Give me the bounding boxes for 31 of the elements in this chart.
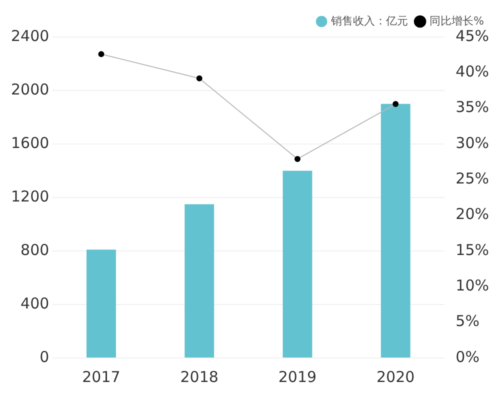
- point: [196, 75, 202, 82]
- point: [294, 156, 300, 162]
- bar: [184, 204, 214, 358]
- y-tick-label: 400: [20, 294, 50, 312]
- legend-label: 同比增长%: [430, 14, 484, 28]
- point: [98, 51, 104, 58]
- y-tick-label: 2000: [10, 80, 50, 98]
- y-tick-label: 1600: [10, 134, 50, 152]
- y2-tick-label: 20%: [456, 205, 490, 224]
- bar: [380, 104, 410, 358]
- legend-label: 销售收入：亿元: [330, 14, 408, 28]
- y2-tick-label: 45%: [456, 26, 490, 45]
- y2-tick-label: 30%: [456, 134, 490, 152]
- bar: [86, 250, 116, 358]
- y2-tick-label: 10%: [456, 276, 490, 295]
- y-tick-label: 1200: [10, 187, 50, 206]
- y2-tick-label: 40%: [456, 62, 490, 81]
- y-tick-label: 800: [20, 240, 50, 259]
- x-tick-label: 2020: [376, 368, 415, 386]
- y2-tick-label: 5%: [456, 312, 480, 330]
- bar: [282, 170, 312, 358]
- x-tick-label: 2017: [82, 368, 120, 386]
- y2-tick-label: 35%: [456, 98, 490, 116]
- x-tick-label: 2019: [278, 368, 317, 386]
- point: [392, 101, 399, 108]
- y-tick-label: 2400: [10, 26, 50, 45]
- y-tick-label: 0: [40, 348, 50, 366]
- y2-tick-label: 0%: [456, 348, 480, 366]
- y2-tick-label: 15%: [456, 240, 490, 259]
- y2-tick-label: 25%: [456, 170, 490, 188]
- x-tick-label: 2018: [180, 368, 218, 386]
